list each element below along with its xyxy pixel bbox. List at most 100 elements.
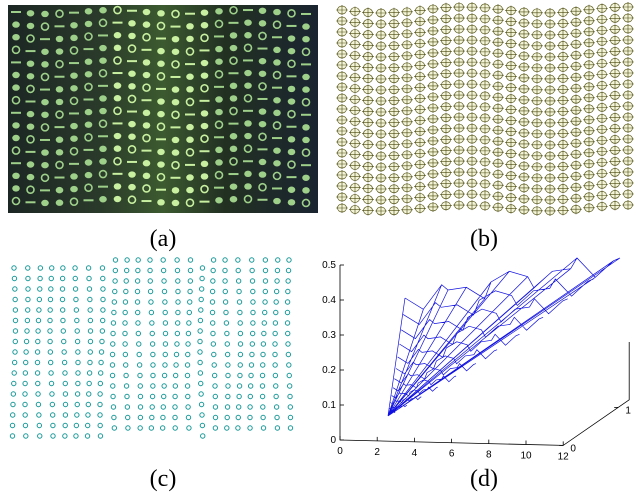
dot	[236, 288, 242, 295]
crosshair	[336, 71, 348, 81]
spot	[12, 185, 20, 192]
crosshair	[349, 6, 361, 17]
crosshair	[453, 46, 465, 57]
crosshair	[388, 29, 400, 40]
crosshair	[570, 72, 582, 83]
crosshair	[609, 123, 621, 134]
dot	[209, 309, 216, 316]
dot	[59, 275, 66, 282]
spot	[287, 47, 296, 55]
crosshair	[570, 138, 582, 149]
crosshair	[349, 193, 361, 204]
ring	[84, 82, 93, 92]
crosshair	[505, 60, 517, 71]
dot	[25, 265, 31, 271]
crosshair	[505, 49, 517, 60]
crosshair	[505, 93, 517, 104]
dot	[210, 330, 216, 337]
dot	[87, 338, 94, 345]
crosshair	[427, 58, 439, 69]
ring	[84, 132, 93, 142]
spot	[128, 120, 136, 128]
ring	[301, 97, 311, 107]
crosshair	[531, 73, 543, 84]
spot	[41, 149, 49, 156]
crosshair	[596, 201, 608, 212]
dot	[100, 307, 106, 313]
ring	[113, 106, 122, 116]
ring	[258, 82, 267, 91]
crosshair	[557, 62, 569, 73]
dot	[11, 275, 18, 282]
dot	[209, 299, 216, 305]
dot	[273, 288, 280, 295]
dot	[25, 296, 31, 303]
crosshair	[362, 139, 374, 150]
dot	[250, 320, 256, 326]
dot	[150, 383, 156, 389]
crosshair	[336, 159, 348, 169]
crosshair	[492, 15, 504, 26]
ellipse-pattern	[336, 2, 634, 216]
crosshair	[544, 150, 556, 161]
dot	[62, 370, 68, 376]
dot	[72, 265, 78, 271]
dot	[235, 267, 241, 274]
crosshair	[375, 150, 387, 161]
spot	[186, 86, 194, 93]
dot	[212, 383, 218, 389]
spot	[215, 146, 223, 154]
y-tick-label: 0.2	[322, 365, 336, 376]
dot	[123, 278, 129, 284]
crosshair	[492, 125, 504, 136]
dot	[25, 275, 31, 282]
dot	[62, 433, 68, 439]
dot	[223, 309, 229, 316]
x-tick-label: 8	[486, 450, 492, 461]
dot	[187, 299, 193, 305]
crosshair	[466, 68, 478, 79]
ring	[229, 157, 238, 166]
y-tick-label: 0.3	[322, 330, 336, 341]
dot	[97, 391, 103, 397]
crosshair	[492, 136, 504, 147]
dot	[222, 299, 229, 305]
dot	[10, 391, 17, 397]
dot	[85, 412, 91, 418]
crosshair	[375, 51, 387, 62]
crosshair	[622, 2, 634, 12]
ring	[301, 47, 311, 57]
crosshair	[388, 183, 400, 194]
crosshair	[375, 106, 387, 117]
dot	[236, 383, 243, 389]
dot	[74, 338, 81, 345]
dot-pattern	[9, 257, 294, 439]
crosshair	[596, 3, 608, 14]
dot	[198, 391, 204, 397]
crosshair	[557, 73, 569, 84]
dot	[98, 349, 105, 355]
crosshair	[362, 205, 374, 216]
crosshair	[609, 90, 621, 101]
crosshair	[492, 103, 504, 114]
crosshair	[440, 145, 452, 156]
dot	[75, 359, 81, 366]
ring	[214, 19, 224, 29]
crosshair	[427, 102, 439, 113]
dot	[134, 309, 141, 316]
ring	[69, 146, 79, 156]
dot	[34, 370, 41, 376]
crosshair	[609, 57, 621, 68]
crosshair	[362, 128, 374, 139]
spot	[229, 183, 238, 190]
crosshair	[401, 149, 413, 160]
crosshair	[479, 101, 491, 112]
dot	[22, 422, 29, 429]
ring	[26, 34, 35, 43]
spot	[84, 20, 93, 28]
dot	[259, 383, 266, 389]
dot	[99, 265, 106, 271]
crosshair	[570, 61, 582, 72]
dot	[198, 380, 204, 387]
crosshair	[596, 135, 608, 146]
